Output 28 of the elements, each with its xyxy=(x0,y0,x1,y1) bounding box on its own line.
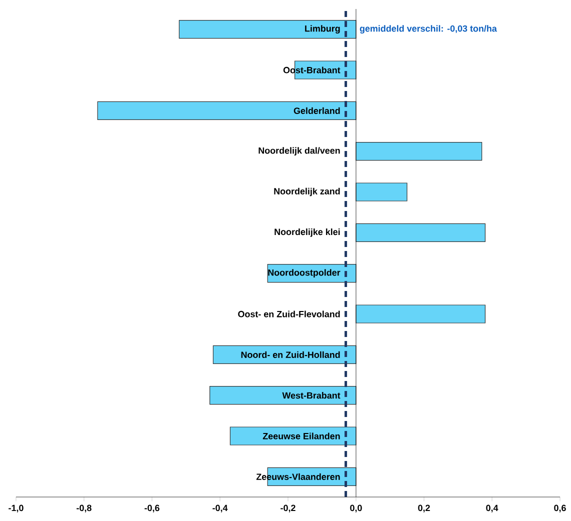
y-tick-label: Noordelijk zand xyxy=(274,188,340,196)
y-tick-label: Gelderland xyxy=(294,107,340,114)
bar xyxy=(210,386,356,405)
bar xyxy=(230,426,356,446)
bar xyxy=(178,20,356,39)
bar xyxy=(356,304,486,324)
x-tick-label: -0,6 xyxy=(144,504,160,512)
y-tick-label: Oost- en Zuid-Flevoland xyxy=(238,310,340,318)
bar xyxy=(356,142,482,161)
x-tick-label: -0,8 xyxy=(76,504,92,512)
y-tick-label: Noord- en Zuid-Holland xyxy=(241,351,340,358)
x-tick-label: 0,4 xyxy=(486,504,498,512)
x-tick-label: -1,0 xyxy=(8,504,24,512)
y-tick-label: Noordoostpolder xyxy=(268,269,340,278)
ref-line-label: gemiddeld verschil: -0,03 ton/ha xyxy=(360,25,497,34)
y-tick-label: West-Brabant xyxy=(282,392,340,399)
x-tick-label: 0,6 xyxy=(554,504,566,512)
x-tick-label: -0,4 xyxy=(212,504,228,512)
bar xyxy=(97,101,356,120)
y-tick-label: Noordelijke klei xyxy=(274,228,340,237)
x-tick-label: 0,0 xyxy=(350,504,362,512)
bar xyxy=(356,223,486,242)
bar xyxy=(356,182,408,202)
y-tick-label: Limburg xyxy=(305,25,340,34)
x-tick-label: 0,2 xyxy=(418,504,430,512)
x-tick-label: -0,2 xyxy=(280,504,296,512)
y-tick-label: Zeeuwse Eilanden xyxy=(262,432,340,440)
y-tick-label: Noordelijk dal/veen xyxy=(258,147,340,156)
